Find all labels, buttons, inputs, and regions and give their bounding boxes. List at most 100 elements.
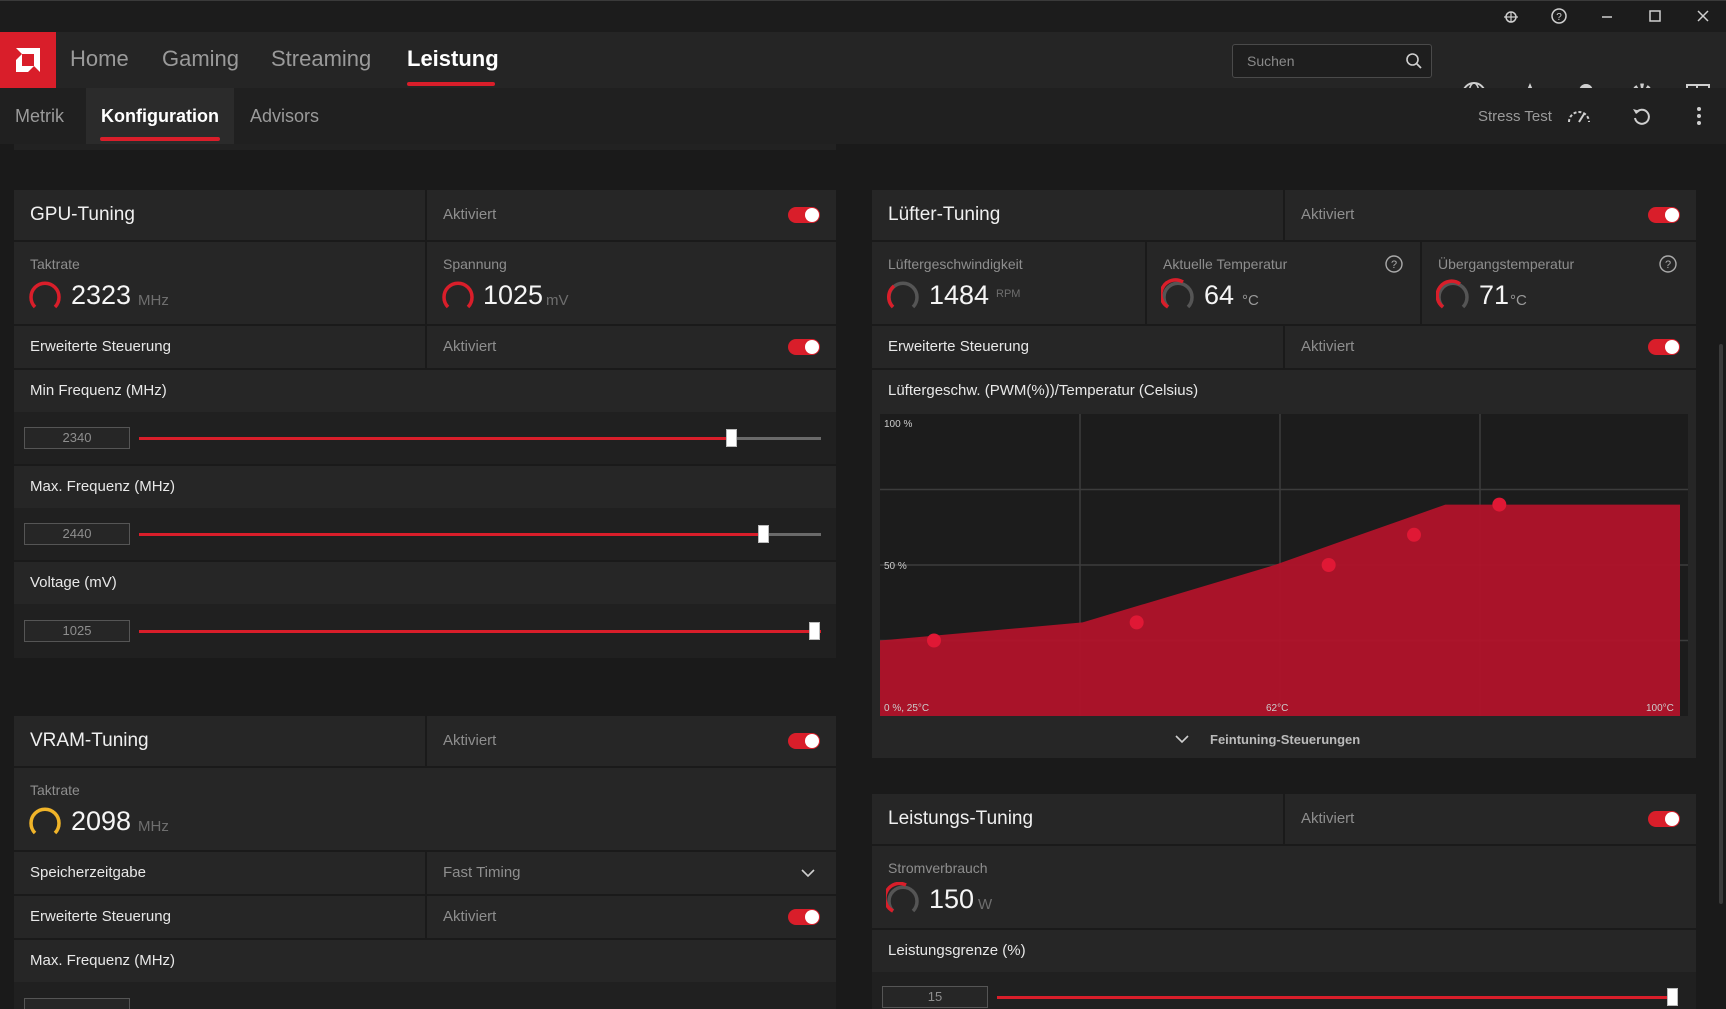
gpu-advanced-status: Aktiviert: [443, 338, 497, 355]
gpu-min-freq-input[interactable]: 2340: [24, 427, 130, 449]
gpu-min-freq-label: Min Frequenz (MHz): [30, 382, 167, 399]
chevron-down-icon[interactable]: [800, 866, 816, 880]
fine-tune-row[interactable]: Feintuning-Steuerungen: [872, 722, 1696, 758]
chevron-down-icon[interactable]: [1174, 732, 1190, 746]
power-limit-input[interactable]: 15: [882, 986, 988, 1008]
minimize-icon[interactable]: [1596, 7, 1618, 29]
vram-advanced-label: Erweiterte Steuerung: [30, 908, 171, 925]
fan-curve-point[interactable]: [1407, 527, 1421, 542]
fan-speed-gauge-icon: [887, 281, 919, 309]
vram-tuning-status: Aktiviert: [443, 732, 497, 749]
speedometer-icon[interactable]: [1566, 104, 1592, 126]
amd-logo[interactable]: [0, 32, 56, 88]
close-icon[interactable]: [1692, 7, 1714, 29]
gpu-voltage-label: Spannung: [443, 256, 507, 272]
fan-junction-unit: °C: [1510, 292, 1527, 309]
divider: [425, 896, 427, 938]
fine-tune-label[interactable]: Feintuning-Steuerungen: [1210, 732, 1361, 747]
stress-test-label[interactable]: Stress Test: [1478, 108, 1552, 125]
power-consumption-value: 150: [929, 884, 975, 914]
gpu-voltage-slider-row: 1025: [14, 604, 836, 658]
vram-advanced-toggle[interactable]: [788, 909, 820, 925]
nav-tab-gaming[interactable]: Gaming: [162, 46, 240, 71]
vram-clock-gauge-icon: [29, 807, 61, 835]
fan-temp-label: Aktuelle Temperatur: [1163, 256, 1288, 272]
gpu-voltage-slider-thumb[interactable]: [809, 622, 820, 640]
fan-curve-label: Lüftergeschw. (PWM(%))/Temperatur (Celsi…: [888, 382, 1199, 399]
vram-max-freq-slider-row: [14, 982, 836, 1009]
gpu-tuning-panel: GPU-Tuning Aktiviert Taktrate 2323 MHz S…: [14, 190, 836, 680]
power-tuning-toggle[interactable]: [1648, 811, 1680, 827]
gpu-min-freq-fill: [139, 437, 732, 440]
more-options-icon[interactable]: [1692, 104, 1706, 128]
fan-curve-chart[interactable]: 100 % 50 % 0 %, 25°C 62°C 100°C: [880, 414, 1688, 716]
bug-icon[interactable]: [1500, 7, 1522, 29]
power-limit-fill[interactable]: [997, 996, 1671, 999]
scrollbar-thumb[interactable]: [1719, 344, 1723, 904]
power-limit-label: Leistungsgrenze (%): [888, 942, 1026, 959]
fan-curve-point[interactable]: [1321, 558, 1336, 572]
fan-speed-label: Lüftergeschwindigkeit: [888, 256, 1023, 272]
search-input[interactable]: Suchen: [1232, 44, 1432, 78]
gpu-max-freq-header: Max. Frequenz (MHz): [14, 466, 836, 508]
fan-curve-point[interactable]: [1492, 497, 1507, 512]
vram-max-freq-input[interactable]: [24, 998, 130, 1009]
sub-tab-konfiguration[interactable]: Konfiguration: [101, 106, 219, 126]
gpu-voltage-value: 1025: [483, 280, 544, 310]
gpu-max-freq-input[interactable]: 2440: [24, 523, 130, 545]
fan-tuning-status: Aktiviert: [1301, 206, 1355, 223]
vram-metrics-row: Taktrate 2098 MHz: [14, 768, 836, 850]
gpu-voltage-slider-input[interactable]: 1025: [24, 620, 130, 642]
power-gauge-icon: [886, 882, 919, 913]
y-tick-label: 50 %: [884, 561, 907, 572]
svg-text:?: ?: [1665, 259, 1671, 271]
maximize-icon[interactable]: [1644, 7, 1666, 29]
vram-tuning-toggle[interactable]: [788, 733, 820, 749]
gpu-min-freq-thumb[interactable]: [726, 429, 737, 447]
search-icon[interactable]: [1405, 52, 1423, 70]
gpu-voltage-slider-label: Voltage (mV): [30, 574, 117, 591]
divider: [425, 326, 427, 368]
search-placeholder: Suchen: [1247, 53, 1295, 69]
power-tuning-panel: Leistungs-Tuning Aktiviert Stromverbrauc…: [872, 794, 1696, 1009]
reset-icon[interactable]: [1630, 104, 1654, 128]
gpu-advanced-toggle[interactable]: [788, 339, 820, 355]
sub-tab-active-background: [86, 88, 234, 144]
x-tick-label: 62°C: [1266, 703, 1288, 714]
main-navigation: Home Gaming Streaming Leistung: [0, 32, 1726, 107]
window-title-bar: ?: [0, 0, 1726, 32]
fan-temp-value: 64: [1204, 280, 1235, 310]
fan-curve-point[interactable]: [1129, 615, 1144, 630]
power-tuning-status: Aktiviert: [1301, 810, 1355, 827]
scrollbar[interactable]: [1716, 144, 1726, 1009]
fan-curve-svg[interactable]: 100 % 50 % 0 %, 25°C 62°C 100°C: [880, 414, 1688, 716]
sub-tab-advisors[interactable]: Advisors: [250, 106, 320, 126]
fan-advanced-toggle[interactable]: [1648, 339, 1680, 355]
nav-tab-leistung[interactable]: Leistung: [407, 46, 499, 71]
vram-tuning-title: VRAM-Tuning: [30, 730, 149, 751]
power-limit-thumb[interactable]: [1667, 988, 1678, 1006]
nav-tab-home[interactable]: Home: [70, 46, 129, 71]
gpu-voltage-slider-header: Voltage (mV): [14, 562, 836, 604]
power-tuning-title: Leistungs-Tuning: [888, 808, 1034, 829]
gpu-min-freq-header: Min Frequenz (MHz): [14, 370, 836, 412]
sub-tab-metrik[interactable]: Metrik: [15, 106, 64, 126]
gpu-voltage-slider-fill[interactable]: [139, 630, 821, 633]
divider: [1420, 242, 1422, 324]
fan-curve-point[interactable]: [927, 633, 941, 648]
power-consumption-unit: W: [978, 896, 993, 913]
svg-text:?: ?: [1556, 12, 1562, 23]
help-circle-icon[interactable]: ?: [1384, 254, 1404, 274]
help-icon[interactable]: ?: [1548, 7, 1570, 29]
gpu-tuning-title: GPU-Tuning: [30, 204, 135, 225]
gpu-max-freq-thumb[interactable]: [758, 525, 769, 543]
fan-speed-value: 1484: [929, 280, 990, 310]
nav-tab-streaming[interactable]: Streaming: [271, 46, 372, 71]
help-circle-icon[interactable]: ?: [1658, 254, 1678, 274]
fan-tuning-title: Lüfter-Tuning: [888, 204, 1001, 225]
fan-tuning-toggle[interactable]: [1648, 207, 1680, 223]
vram-timing-select[interactable]: Fast Timing: [443, 864, 521, 881]
gpu-clock-unit: MHz: [138, 292, 169, 309]
gpu-tuning-toggle[interactable]: [788, 207, 820, 223]
vram-clock-label: Taktrate: [30, 782, 80, 798]
